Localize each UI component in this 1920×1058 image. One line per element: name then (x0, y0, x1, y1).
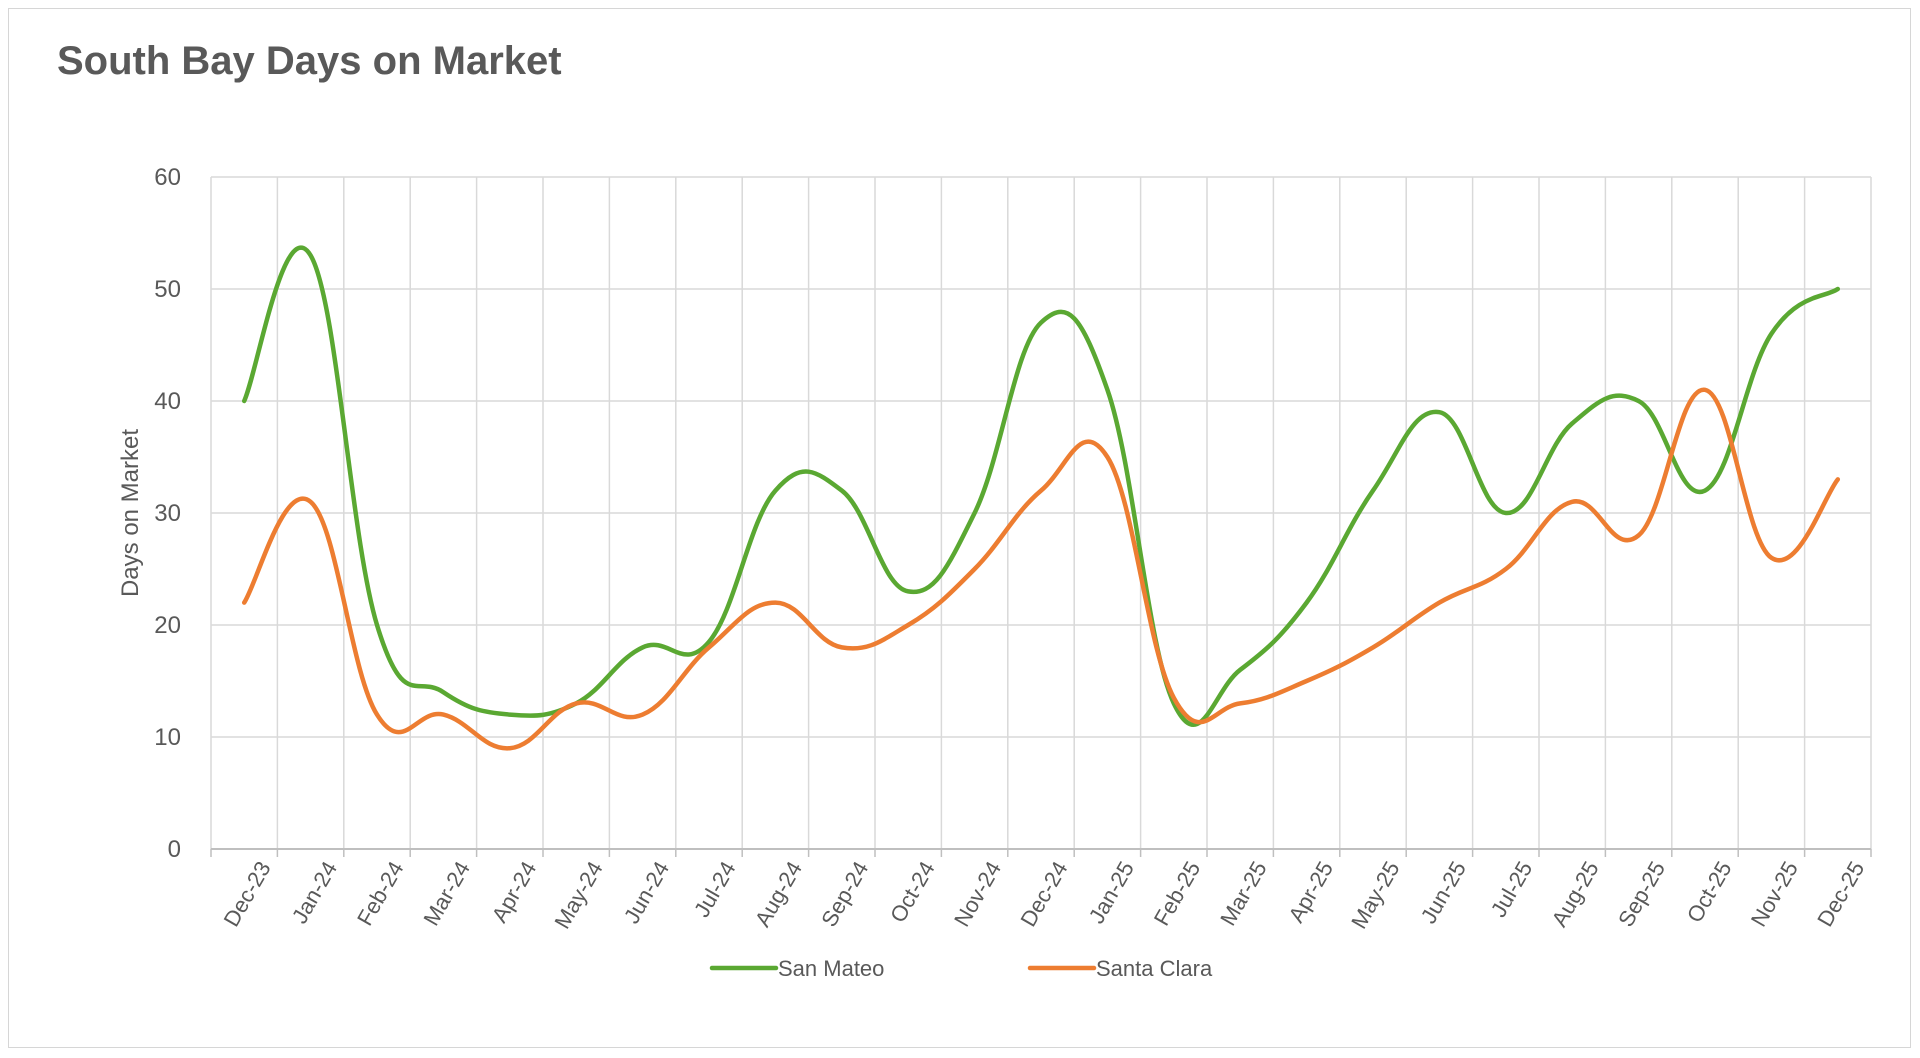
x-tick-label: Apr-25 (1283, 857, 1338, 927)
x-tick-label: Jul-24 (689, 857, 741, 921)
series-line-san-mateo (241, 245, 1841, 727)
y-tick-label: 0 (168, 836, 181, 863)
x-tick-label: Feb-25 (1149, 857, 1206, 930)
y-tick-label: 30 (154, 500, 181, 527)
x-tick-label: Jun-25 (1416, 857, 1471, 928)
series-lines (241, 245, 1841, 751)
legend-label: San Mateo (778, 956, 884, 981)
x-tick-label: Feb-24 (352, 857, 409, 930)
legend-item-san-mateo: San Mateo (709, 956, 884, 981)
x-tick-label: Jul-25 (1486, 857, 1538, 921)
x-tick-label: Aug-24 (750, 857, 807, 931)
x-tick-label: Mar-25 (1215, 857, 1271, 930)
x-tick-label: Mar-24 (418, 857, 474, 930)
x-tick-label: Sep-25 (1613, 857, 1670, 931)
x-tick-label: May-25 (1346, 857, 1404, 933)
x-tick-label: Nov-24 (949, 857, 1006, 931)
y-tick-label: 50 (154, 276, 181, 303)
x-tick-label: Oct-25 (1682, 857, 1737, 927)
x-tick-label: Aug-25 (1547, 857, 1604, 931)
x-tick-label: Apr-24 (487, 857, 542, 927)
x-tick-label: Dec-24 (1015, 857, 1072, 931)
legend-label: Santa Clara (1096, 956, 1213, 981)
y-axis-title: Days on Market (117, 429, 144, 597)
x-tick-label: Oct-24 (885, 857, 940, 927)
x-tick-label: May-24 (549, 857, 607, 933)
x-tick-label: Jun-24 (619, 857, 674, 928)
y-tick-label: 20 (154, 612, 181, 639)
legend-item-santa-clara: Santa Clara (1027, 956, 1213, 981)
y-tick-label: 40 (154, 388, 181, 415)
chart-title: South Bay Days on Market (57, 39, 562, 83)
y-tick-label: 60 (154, 164, 181, 191)
x-tick-label: Nov-25 (1746, 857, 1803, 931)
x-tick-labels: Dec-23 Jan-24 Feb-24 Mar-24 Apr-24 May-24 Jun-… (219, 857, 1870, 933)
legend: San Mateo Santa Clara (709, 956, 1213, 981)
y-tick-labels: 0 10 20 30 40 50 60 (154, 164, 181, 863)
grid-lines (210, 176, 1872, 857)
x-tick-label: Jan-25 (1084, 857, 1139, 928)
x-tick-label: Dec-23 (219, 857, 276, 931)
x-tick-label: Sep-24 (816, 857, 873, 931)
x-tick-label: Jan-24 (287, 857, 342, 928)
series-line-santa-clara (241, 387, 1841, 751)
y-tick-label: 10 (154, 724, 181, 751)
x-tick-label: Dec-25 (1812, 857, 1869, 931)
